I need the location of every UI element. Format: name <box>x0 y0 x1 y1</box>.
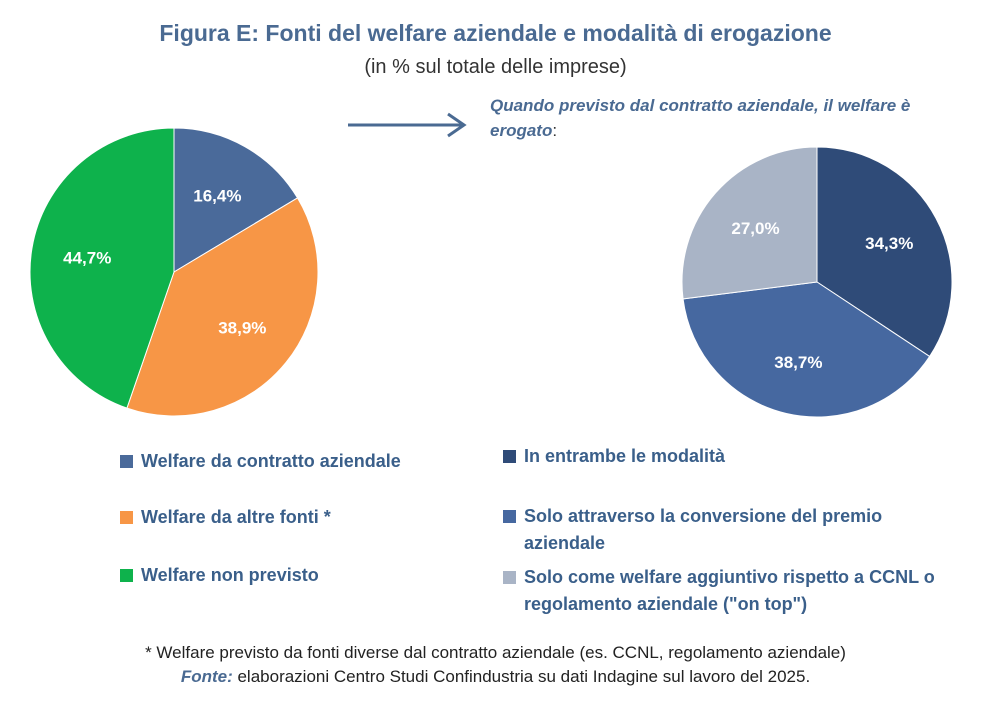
pie-chart-delivery: 34,3% 38,7% 27,0% <box>681 146 953 418</box>
source-label: Fonte: <box>180 667 233 686</box>
note-colon: : <box>552 121 558 140</box>
secondary-chart-note: Quando previsto dal contratto aziendale,… <box>490 93 960 143</box>
left-data-label-0: 16,4% <box>193 186 241 205</box>
note-text: Quando previsto dal contratto aziendale,… <box>490 96 911 140</box>
legend-swatch <box>120 569 133 582</box>
left-data-label-1: 38,9% <box>218 318 266 337</box>
footnote: * Welfare previsto da fonti diverse dal … <box>0 641 991 689</box>
chart-title: Figura E: Fonti del welfare aziendale e … <box>159 20 832 46</box>
source-text: elaborazioni Centro Studi Confindustria … <box>232 667 811 686</box>
right-data-label-1: 38,7% <box>774 353 822 372</box>
left-slice-1 <box>126 197 319 417</box>
legend-label: In entrambe le modalità <box>524 446 726 466</box>
legend-swatch <box>503 571 516 584</box>
pie-chart-sources: 16,4% 38,9% 44,7% <box>29 127 319 417</box>
legend-swatch <box>503 510 516 523</box>
legend-item-contratto: Welfare da contratto aziendale <box>120 448 401 475</box>
source-line: Fonte: elaborazioni Centro Studi Confind… <box>0 665 991 689</box>
arrow-icon <box>348 112 467 138</box>
legend-item-non-previsto: Welfare non previsto <box>120 562 319 589</box>
legend-label: Welfare da altre fonti * <box>141 507 331 527</box>
pie-charts: 16,4% 38,9% 44,7% 34,3% 38,7% 27,0% <box>29 127 953 418</box>
right-slice-2 <box>681 146 818 300</box>
left-data-label-2: 44,7% <box>63 248 111 267</box>
legend-label: Welfare non previsto <box>141 565 319 585</box>
legend-label: Solo attraverso la conversione del premi… <box>524 506 883 553</box>
legend-item-altre-fonti: Welfare da altre fonti * <box>120 504 331 531</box>
right-slice-1 <box>682 281 931 418</box>
legend-item-entrambe: In entrambe le modalità <box>503 443 973 470</box>
legend-swatch <box>120 455 133 468</box>
legend-item-on-top: Solo come welfare aggiuntivo rispetto a … <box>503 564 978 618</box>
legend-item-conversione: Solo attraverso la conversione del premi… <box>503 503 923 557</box>
footnote-asterisk: * Welfare previsto da fonti diverse dal … <box>145 643 846 662</box>
left-slice-0 <box>173 127 299 273</box>
legend-swatch <box>503 450 516 463</box>
chart-subtitle: (in % sul totale delle imprese) <box>364 56 627 78</box>
left-slice-2 <box>29 127 175 409</box>
legend-label: Welfare da contratto aziendale <box>141 451 401 471</box>
right-data-label-0: 34,3% <box>865 234 913 253</box>
legend-label: Solo come welfare aggiuntivo rispetto a … <box>524 567 935 614</box>
right-data-label-2: 27,0% <box>731 219 779 238</box>
legend-swatch <box>120 511 133 524</box>
